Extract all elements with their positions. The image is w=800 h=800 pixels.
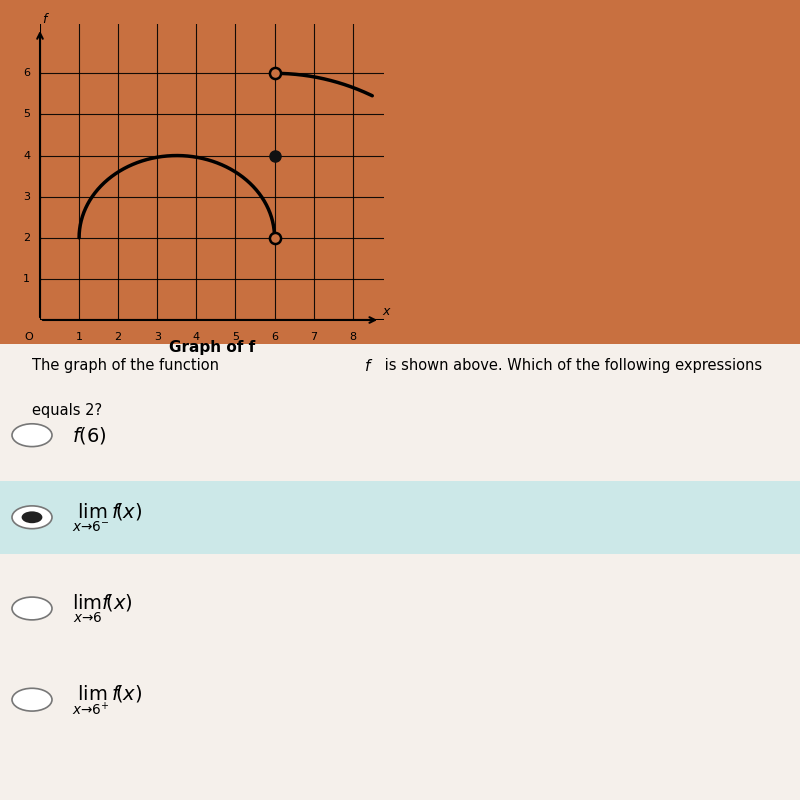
Text: 3: 3 <box>154 332 161 342</box>
Text: 6: 6 <box>23 68 30 78</box>
Text: 6: 6 <box>271 332 278 342</box>
Text: 8: 8 <box>349 332 356 342</box>
Circle shape <box>12 597 52 620</box>
Text: $f(6)$: $f(6)$ <box>72 425 107 446</box>
Circle shape <box>22 511 42 523</box>
FancyBboxPatch shape <box>0 481 800 554</box>
Text: is shown above. Which of the following expressions: is shown above. Which of the following e… <box>380 358 762 373</box>
Text: 2: 2 <box>114 332 122 342</box>
Circle shape <box>12 424 52 446</box>
Text: O: O <box>24 332 33 342</box>
Text: 7: 7 <box>310 332 317 342</box>
Text: 3: 3 <box>23 192 30 202</box>
Text: Graph of f: Graph of f <box>169 340 255 355</box>
Text: 2: 2 <box>23 233 30 242</box>
Text: $\lim_{x \to 6} f\!\left(x\right)$: $\lim_{x \to 6} f\!\left(x\right)$ <box>72 592 133 625</box>
Text: 5: 5 <box>23 110 30 119</box>
Text: 5: 5 <box>232 332 239 342</box>
Circle shape <box>12 506 52 529</box>
Text: 4: 4 <box>193 332 200 342</box>
Text: $\lim_{x \to 6^-} f\!\left(x\right)$: $\lim_{x \to 6^-} f\!\left(x\right)$ <box>72 501 142 534</box>
Text: equals 2?: equals 2? <box>32 403 102 418</box>
Text: $x$: $x$ <box>382 305 392 318</box>
Text: 4: 4 <box>23 150 30 161</box>
Text: 1: 1 <box>75 332 82 342</box>
Text: $\lim_{x \to 6^+} f\!\left(x\right)$: $\lim_{x \to 6^+} f\!\left(x\right)$ <box>72 682 142 717</box>
Circle shape <box>12 688 52 711</box>
Text: The graph of the function: The graph of the function <box>32 358 224 373</box>
Text: $f$: $f$ <box>42 12 50 26</box>
Text: 1: 1 <box>23 274 30 284</box>
Text: $f$: $f$ <box>364 358 374 374</box>
